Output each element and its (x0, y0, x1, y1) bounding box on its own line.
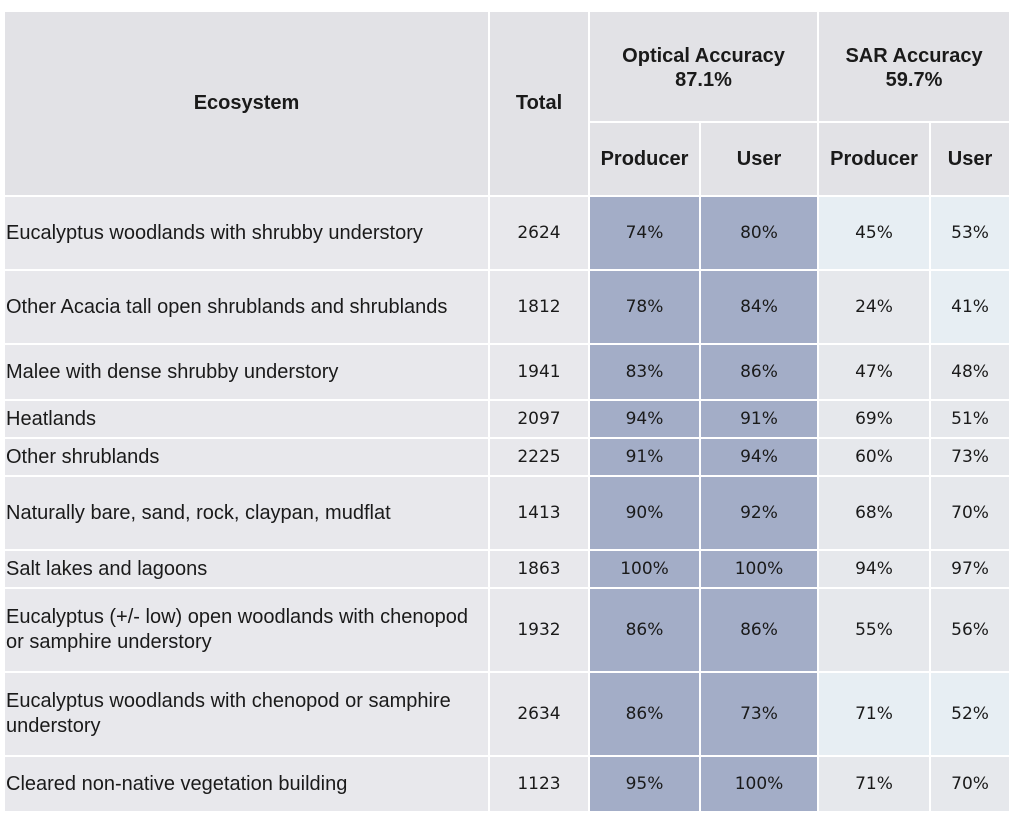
ecosystem-cell: Malee with dense shrubby understory (3, 343, 490, 401)
sar-producer-cell: 69% (817, 399, 932, 439)
table-row: Eucalyptus woodlands with shrubby unders… (3, 195, 1012, 271)
optical-user-cell: 100% (698, 755, 820, 813)
optical-user-cell: 100% (698, 549, 820, 589)
ecosystem-cell: Eucalyptus woodlands with shrubby unders… (3, 195, 490, 271)
sar-producer-cell: 55% (817, 587, 932, 673)
header-row-1: Ecosystem Total Optical Accuracy 87.1% S… (3, 10, 1012, 197)
sar-producer-cell: 71% (817, 755, 932, 813)
optical-producer-cell: 83% (588, 343, 701, 401)
ecosystem-cell: Salt lakes and lagoons (3, 549, 490, 589)
ecosystem-cell: Naturally bare, sand, rock, claypan, mud… (3, 475, 490, 551)
sar-producer-cell: 60% (817, 437, 932, 477)
sar-user-cell: 52% (929, 671, 1012, 757)
sar-producer-cell: 68% (817, 475, 932, 551)
optical-user-cell: 84% (698, 269, 820, 345)
optical-user-cell: 92% (698, 475, 820, 551)
sar-user-cell: 73% (929, 437, 1012, 477)
ecosystem-cell: Eucalyptus (+/- low) open woodlands with… (3, 587, 490, 673)
optical-accuracy-header: Optical Accuracy 87.1% (587, 10, 820, 123)
optical-producer-cell: 74% (588, 195, 701, 271)
optical-accuracy-title: Optical Accuracy (622, 45, 785, 67)
ecosystem-cell: Other Acacia tall open shrublands and sh… (3, 269, 490, 345)
table-row: Cleared non-native vegetation building 1… (3, 755, 1012, 813)
total-cell: 1413 (488, 475, 590, 551)
ecosystem-cell: Eucalyptus woodlands with chenopod or sa… (3, 671, 490, 757)
total-cell: 1812 (488, 269, 590, 345)
total-cell: 1941 (488, 343, 590, 401)
optical-user-cell: 86% (698, 587, 820, 673)
sar-user-header: User (929, 121, 1012, 197)
total-cell: 2624 (488, 195, 590, 271)
table-row: Eucalyptus (+/- low) open woodlands with… (3, 587, 1012, 673)
optical-user-header: User (698, 121, 820, 197)
optical-producer-cell: 86% (588, 587, 701, 673)
sar-accuracy-title: SAR Accuracy (845, 45, 983, 67)
optical-producer-cell: 100% (588, 549, 701, 589)
total-cell: 2225 (488, 437, 590, 477)
optical-user-cell: 94% (698, 437, 820, 477)
total-cell: 2097 (488, 399, 590, 439)
sar-producer-cell: 94% (817, 549, 932, 589)
sar-producer-header: Producer (817, 121, 932, 197)
optical-producer-cell: 86% (588, 671, 701, 757)
sar-accuracy-value: 59.7% (885, 69, 943, 91)
table-body: Eucalyptus woodlands with shrubby unders… (3, 195, 1012, 813)
optical-user-cell: 73% (698, 671, 820, 757)
sar-accuracy-header: SAR Accuracy 59.7% (817, 10, 1012, 123)
total-header: Total (488, 10, 590, 197)
table-row: Salt lakes and lagoons 1863 100% 100% 94… (3, 549, 1012, 589)
table-row: Naturally bare, sand, rock, claypan, mud… (3, 475, 1012, 551)
sar-producer-cell: 71% (817, 671, 932, 757)
sar-user-cell: 51% (929, 399, 1012, 439)
table-row: Other Acacia tall open shrublands and sh… (3, 269, 1012, 345)
sar-producer-cell: 47% (817, 343, 932, 401)
total-cell: 1123 (488, 755, 590, 813)
total-cell: 1932 (488, 587, 590, 673)
sar-user-cell: 48% (929, 343, 1012, 401)
sar-producer-cell: 45% (817, 195, 932, 271)
ecosystem-cell: Heatlands (3, 399, 490, 439)
ecosystem-header: Ecosystem (3, 10, 490, 197)
optical-producer-cell: 95% (588, 755, 701, 813)
table-row: Malee with dense shrubby understory 1941… (3, 343, 1012, 401)
optical-user-cell: 80% (698, 195, 820, 271)
optical-producer-cell: 78% (588, 269, 701, 345)
ecosystem-cell: Other shrublands (3, 437, 490, 477)
optical-producer-cell: 94% (588, 399, 701, 439)
optical-user-cell: 91% (698, 399, 820, 439)
optical-accuracy-value: 87.1% (675, 69, 732, 91)
sar-producer-cell: 24% (817, 269, 932, 345)
table-row: Eucalyptus woodlands with chenopod or sa… (3, 671, 1012, 757)
optical-producer-header: Producer (588, 121, 701, 197)
table-row: Heatlands 2097 94% 91% 69% 51% (3, 399, 1012, 439)
total-cell: 1863 (488, 549, 590, 589)
accuracy-table: Ecosystem Total Optical Accuracy 87.1% S… (3, 10, 1012, 813)
total-cell: 2634 (488, 671, 590, 757)
sar-user-cell: 70% (929, 755, 1012, 813)
sar-user-cell: 70% (929, 475, 1012, 551)
optical-user-cell: 86% (698, 343, 820, 401)
table-row: Other shrublands 2225 91% 94% 60% 73% (3, 437, 1012, 477)
optical-producer-cell: 90% (588, 475, 701, 551)
ecosystem-cell: Cleared non-native vegetation building (3, 755, 490, 813)
sar-user-cell: 41% (929, 269, 1012, 345)
sar-user-cell: 97% (929, 549, 1012, 589)
sar-user-cell: 53% (929, 195, 1012, 271)
sar-user-cell: 56% (929, 587, 1012, 673)
header-row-2: Producer User Producer User (4, 121, 1012, 197)
optical-producer-cell: 91% (588, 437, 701, 477)
